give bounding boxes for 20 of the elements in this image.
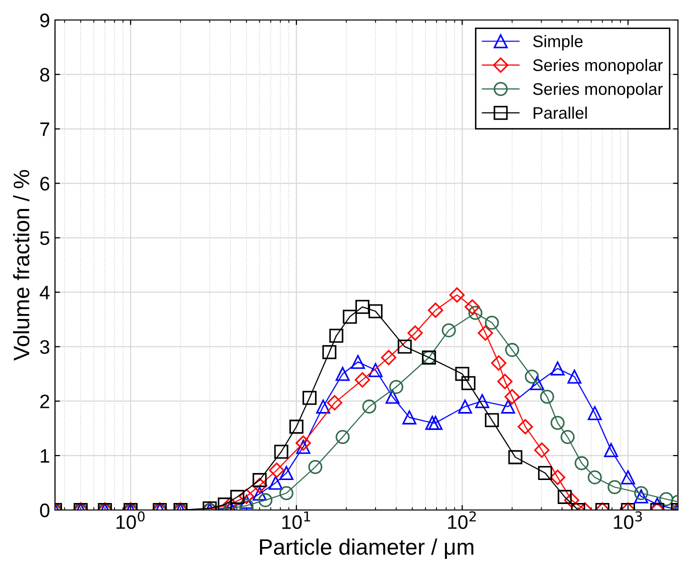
y-tick-label: 1 — [40, 449, 50, 463]
y-tick-label: 9 — [40, 13, 50, 28]
y-tick-label: 8 — [40, 68, 50, 82]
legend-label: Simple — [533, 35, 583, 51]
y-tick-label: 7 — [40, 122, 50, 136]
y-tick-label: 0 — [40, 503, 50, 518]
y-tick-label: 4 — [40, 286, 50, 300]
y-tick-label: 2 — [40, 394, 50, 408]
y-tick-label: 5 — [40, 231, 50, 246]
x-axis-title: Particle diameter / μm — [260, 538, 474, 559]
x-tick-label: 10$^{2}$ — [448, 511, 476, 529]
legend-label: Series monopolar — [533, 58, 663, 74]
x-tick-label: 10$^{1}$ — [282, 511, 310, 530]
x-tick-label: 10$^{3}$ — [614, 511, 642, 529]
y-tick-label: 6 — [40, 176, 50, 191]
x-tick-label: 10$^{0}$ — [116, 511, 145, 529]
y-axis-title: Volume fraction / % — [13, 170, 30, 361]
y-tick-label: 3 — [40, 340, 50, 354]
legend-label: Parallel — [534, 106, 587, 119]
legend-label: Series monopolar — [533, 82, 663, 98]
